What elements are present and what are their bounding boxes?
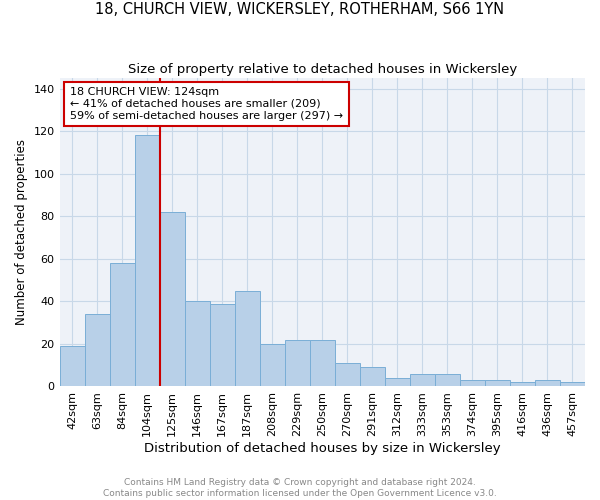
Bar [85,314,110,386]
Bar [385,378,410,386]
Bar [285,340,310,386]
Bar [460,380,485,386]
Text: 18 CHURCH VIEW: 124sqm
← 41% of detached houses are smaller (209)
59% of semi-de: 18 CHURCH VIEW: 124sqm ← 41% of detached… [70,88,343,120]
Bar [560,382,585,386]
Bar [485,380,510,386]
Bar [134,136,160,386]
Text: Contains HM Land Registry data © Crown copyright and database right 2024.
Contai: Contains HM Land Registry data © Crown c… [103,478,497,498]
Bar [160,212,185,386]
Text: 18, CHURCH VIEW, WICKERSLEY, ROTHERHAM, S66 1YN: 18, CHURCH VIEW, WICKERSLEY, ROTHERHAM, … [95,2,505,18]
Bar [235,290,260,386]
Bar [260,344,285,387]
Bar [310,340,335,386]
Bar [410,374,435,386]
Bar [110,263,134,386]
Bar [360,368,385,386]
Bar [510,382,535,386]
Title: Size of property relative to detached houses in Wickersley: Size of property relative to detached ho… [128,62,517,76]
X-axis label: Distribution of detached houses by size in Wickersley: Distribution of detached houses by size … [144,442,500,455]
Y-axis label: Number of detached properties: Number of detached properties [15,140,28,326]
Bar [59,346,85,387]
Bar [535,380,560,386]
Bar [335,363,360,386]
Bar [185,302,209,386]
Bar [209,304,235,386]
Bar [435,374,460,386]
